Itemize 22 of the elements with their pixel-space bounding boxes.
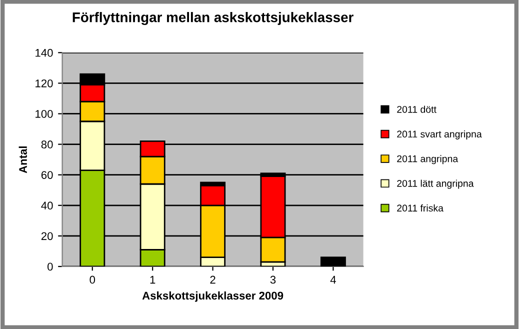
y-tick-label: 60	[41, 171, 53, 179]
y-tick-label: 20	[41, 232, 53, 240]
y-tick-label: 80	[41, 140, 53, 148]
y-tick-label: 140	[36, 48, 53, 57]
x-tick-label: 0	[90, 276, 96, 284]
legend-label: 2011 dött	[397, 106, 436, 113]
legend-label: 2011 lätt angripna	[397, 180, 474, 189]
x-axis-title: Askskottsjukeklasser 2009	[142, 291, 284, 302]
x-tick-label: 1	[150, 276, 156, 284]
y-tick-label: 0	[48, 262, 53, 271]
y-tick-label: 100	[36, 110, 53, 118]
y-tick-label: 120	[36, 79, 53, 88]
bar	[320, 256, 346, 266]
y-tick-label: 40	[41, 202, 53, 210]
legend-label: 2011 angripna	[397, 155, 458, 164]
x-tick-label: 4	[330, 276, 336, 284]
x-tick-label: 3	[270, 276, 276, 284]
legend-label: 2011 svart angripna	[397, 130, 482, 140]
x-tick-label: 2	[210, 276, 216, 284]
legend-label: 2011 friska	[397, 204, 444, 212]
chart-title: Förflyttningar mellan askskottsjukeklasser	[72, 12, 354, 26]
y-axis-title: Antal	[18, 146, 27, 174]
